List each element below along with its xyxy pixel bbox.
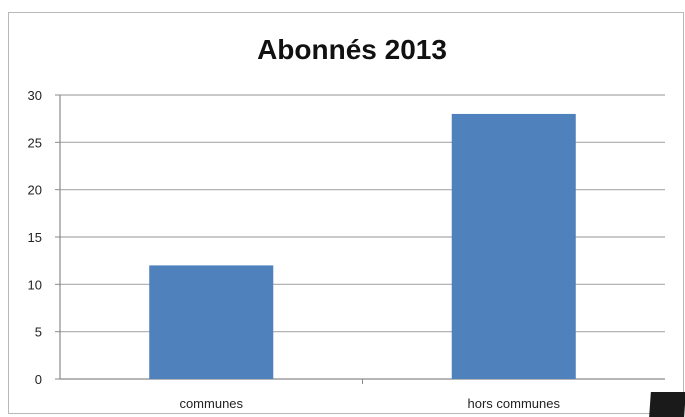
x-tick-label: communes	[179, 396, 243, 411]
y-tick-label: 10	[28, 277, 42, 292]
chart-title: Abonnés 2013	[257, 34, 447, 65]
y-axis-ticks: 0 5 10 15 20 25 30	[28, 88, 60, 387]
y-tick-label: 15	[28, 230, 42, 245]
y-tick-label: 30	[28, 88, 42, 103]
x-tick-label: hors communes	[468, 396, 561, 411]
y-tick-label: 0	[35, 372, 42, 387]
y-tick-label: 25	[28, 135, 42, 150]
bar	[451, 113, 576, 379]
y-tick-label: 5	[35, 325, 42, 340]
corner-dark-block	[649, 392, 685, 417]
bars	[149, 113, 576, 379]
bar	[149, 265, 274, 379]
x-axis-labels: communes hors communes	[179, 396, 560, 411]
y-tick-label: 20	[28, 183, 42, 198]
